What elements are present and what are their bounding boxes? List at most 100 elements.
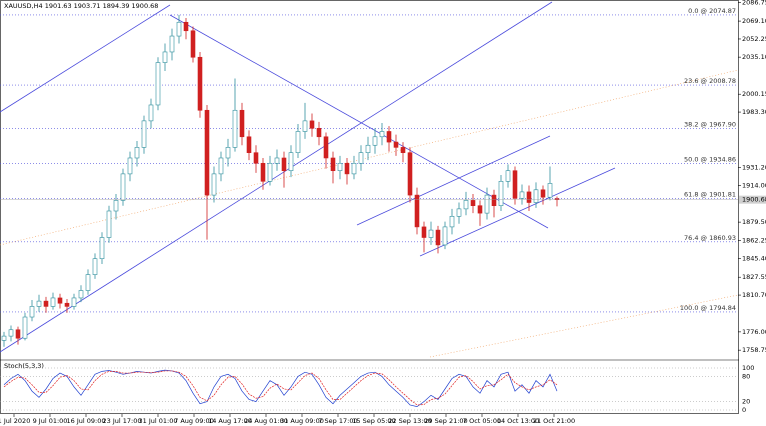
- candle-body: [526, 191, 532, 203]
- y-tick-label: 2069.10: [742, 17, 766, 25]
- indicator-line: [3, 370, 558, 406]
- candle-body: [337, 162, 343, 172]
- trend-line: [0, 4, 171, 113]
- y-tick-label: 1758.75: [742, 346, 766, 354]
- trend-line: [429, 294, 739, 358]
- frame: [0, 0, 739, 414]
- candle-body: [190, 30, 196, 58]
- candle-body: [414, 194, 420, 228]
- candle-body: [267, 162, 273, 182]
- candle-body: [435, 229, 441, 246]
- fib-label: 23.6 @ 2008.78: [684, 77, 736, 85]
- x-tick-label: 29 Sep 21:00: [424, 417, 467, 425]
- candle-body: [533, 189, 539, 203]
- candle-body: [421, 226, 427, 238]
- candle-body: [393, 141, 399, 148]
- candle-body: [365, 144, 371, 153]
- candle-body: [358, 152, 364, 164]
- candle-body: [176, 21, 182, 37]
- candle-body: [169, 35, 175, 53]
- candle-body: [253, 152, 259, 164]
- x-tick-label: 7 Oct 05:00: [463, 417, 501, 425]
- y-tick-label: 1827.55: [742, 273, 766, 281]
- fib-label: 50.0 @ 1934.86: [684, 155, 736, 163]
- trend-line: [0, 69, 739, 246]
- candle-body: [463, 200, 469, 210]
- candle-body: [491, 194, 497, 206]
- candle-body: [316, 127, 322, 138]
- y-tick-label: 1914.00: [742, 182, 766, 190]
- candle-body: [386, 131, 392, 143]
- x-tick-label: 7 Sep 17:00: [318, 417, 357, 425]
- candle-body: [232, 109, 238, 148]
- y-tick-label: 1862.25: [742, 236, 766, 244]
- candle-body: [204, 109, 210, 196]
- candle-body: [36, 300, 42, 307]
- candle-body: [323, 136, 329, 159]
- candle-body: [127, 157, 133, 175]
- candle-body: [288, 152, 294, 172]
- candle-body: [519, 191, 525, 199]
- candle-body: [547, 183, 553, 198]
- indicator-tick-label: 0: [742, 406, 746, 414]
- fib-label: 100.0 @ 1794.84: [680, 304, 736, 312]
- candle-body: [477, 205, 483, 214]
- candle-body: [106, 210, 112, 238]
- candle-body: [498, 181, 504, 206]
- candle-body: [71, 297, 77, 307]
- candle-body: [29, 306, 35, 318]
- candle-body: [22, 316, 28, 339]
- candle-body: [302, 120, 308, 132]
- candle-body: [64, 302, 70, 307]
- candle-body: [351, 162, 357, 175]
- candle-body: [372, 136, 378, 146]
- x-tick-label: 23 Jul 17:00: [103, 417, 142, 425]
- candle-body: [281, 157, 287, 172]
- candle-body: [85, 274, 91, 291]
- candle-body: [330, 157, 336, 172]
- candle-body: [505, 170, 511, 182]
- candle-body: [428, 229, 434, 238]
- indicator-name: Stoch(5,3,3): [4, 362, 44, 370]
- candle-body: [295, 131, 301, 153]
- candle-body: [274, 157, 280, 164]
- candle-body: [407, 152, 413, 196]
- trend-line: [356, 135, 551, 226]
- candle-body: [540, 189, 546, 198]
- x-tick-label: 31 Jul 01:00: [139, 417, 178, 425]
- candle-body: [379, 131, 385, 138]
- candle-body: [442, 226, 448, 246]
- x-tick-label: 9 Jul 01:00: [33, 417, 68, 425]
- y-tick-label: 1810.70: [742, 291, 766, 299]
- candle-body: [134, 147, 140, 159]
- x-tick-label: 24 Aug 01:00: [244, 417, 288, 425]
- indicator-tick-label: 20: [742, 398, 750, 406]
- candle-body: [113, 200, 119, 212]
- candle-body: [1, 335, 7, 341]
- candle-body: [162, 51, 168, 63]
- candle-body: [57, 297, 63, 304]
- current-price-box: [739, 195, 766, 204]
- x-tick-label: 15 Sep 05:00: [352, 417, 395, 425]
- candle-body: [15, 329, 21, 339]
- candle-body: [155, 62, 161, 106]
- y-tick-label: 2052.25: [742, 35, 766, 43]
- fib-label: 38.2 @ 1967.90: [684, 120, 736, 128]
- y-tick-label: 1845.40: [742, 254, 766, 262]
- candle-body: [260, 162, 266, 182]
- candle-body: [218, 157, 224, 175]
- candle-body: [78, 290, 84, 299]
- x-tick-label: 21 Oct 21:00: [533, 417, 575, 425]
- x-tick-label: 14 Oct 13:00: [497, 417, 539, 425]
- trend-line: [419, 167, 616, 257]
- y-tick-label: 1931.20: [742, 163, 766, 171]
- chart-title: XAUUSD,H4 1901.63 1903.71 1894.39 1900.6…: [4, 2, 158, 10]
- y-tick-label: 1879.50: [742, 218, 766, 226]
- candle-body: [470, 200, 476, 206]
- fib-label: 76.4 @ 1860.93: [684, 234, 736, 242]
- candle-body: [344, 162, 350, 175]
- candle-body: [456, 208, 462, 217]
- candle-body: [50, 297, 56, 307]
- candle-body: [120, 173, 126, 201]
- y-tick-label: 1776.00: [742, 328, 766, 336]
